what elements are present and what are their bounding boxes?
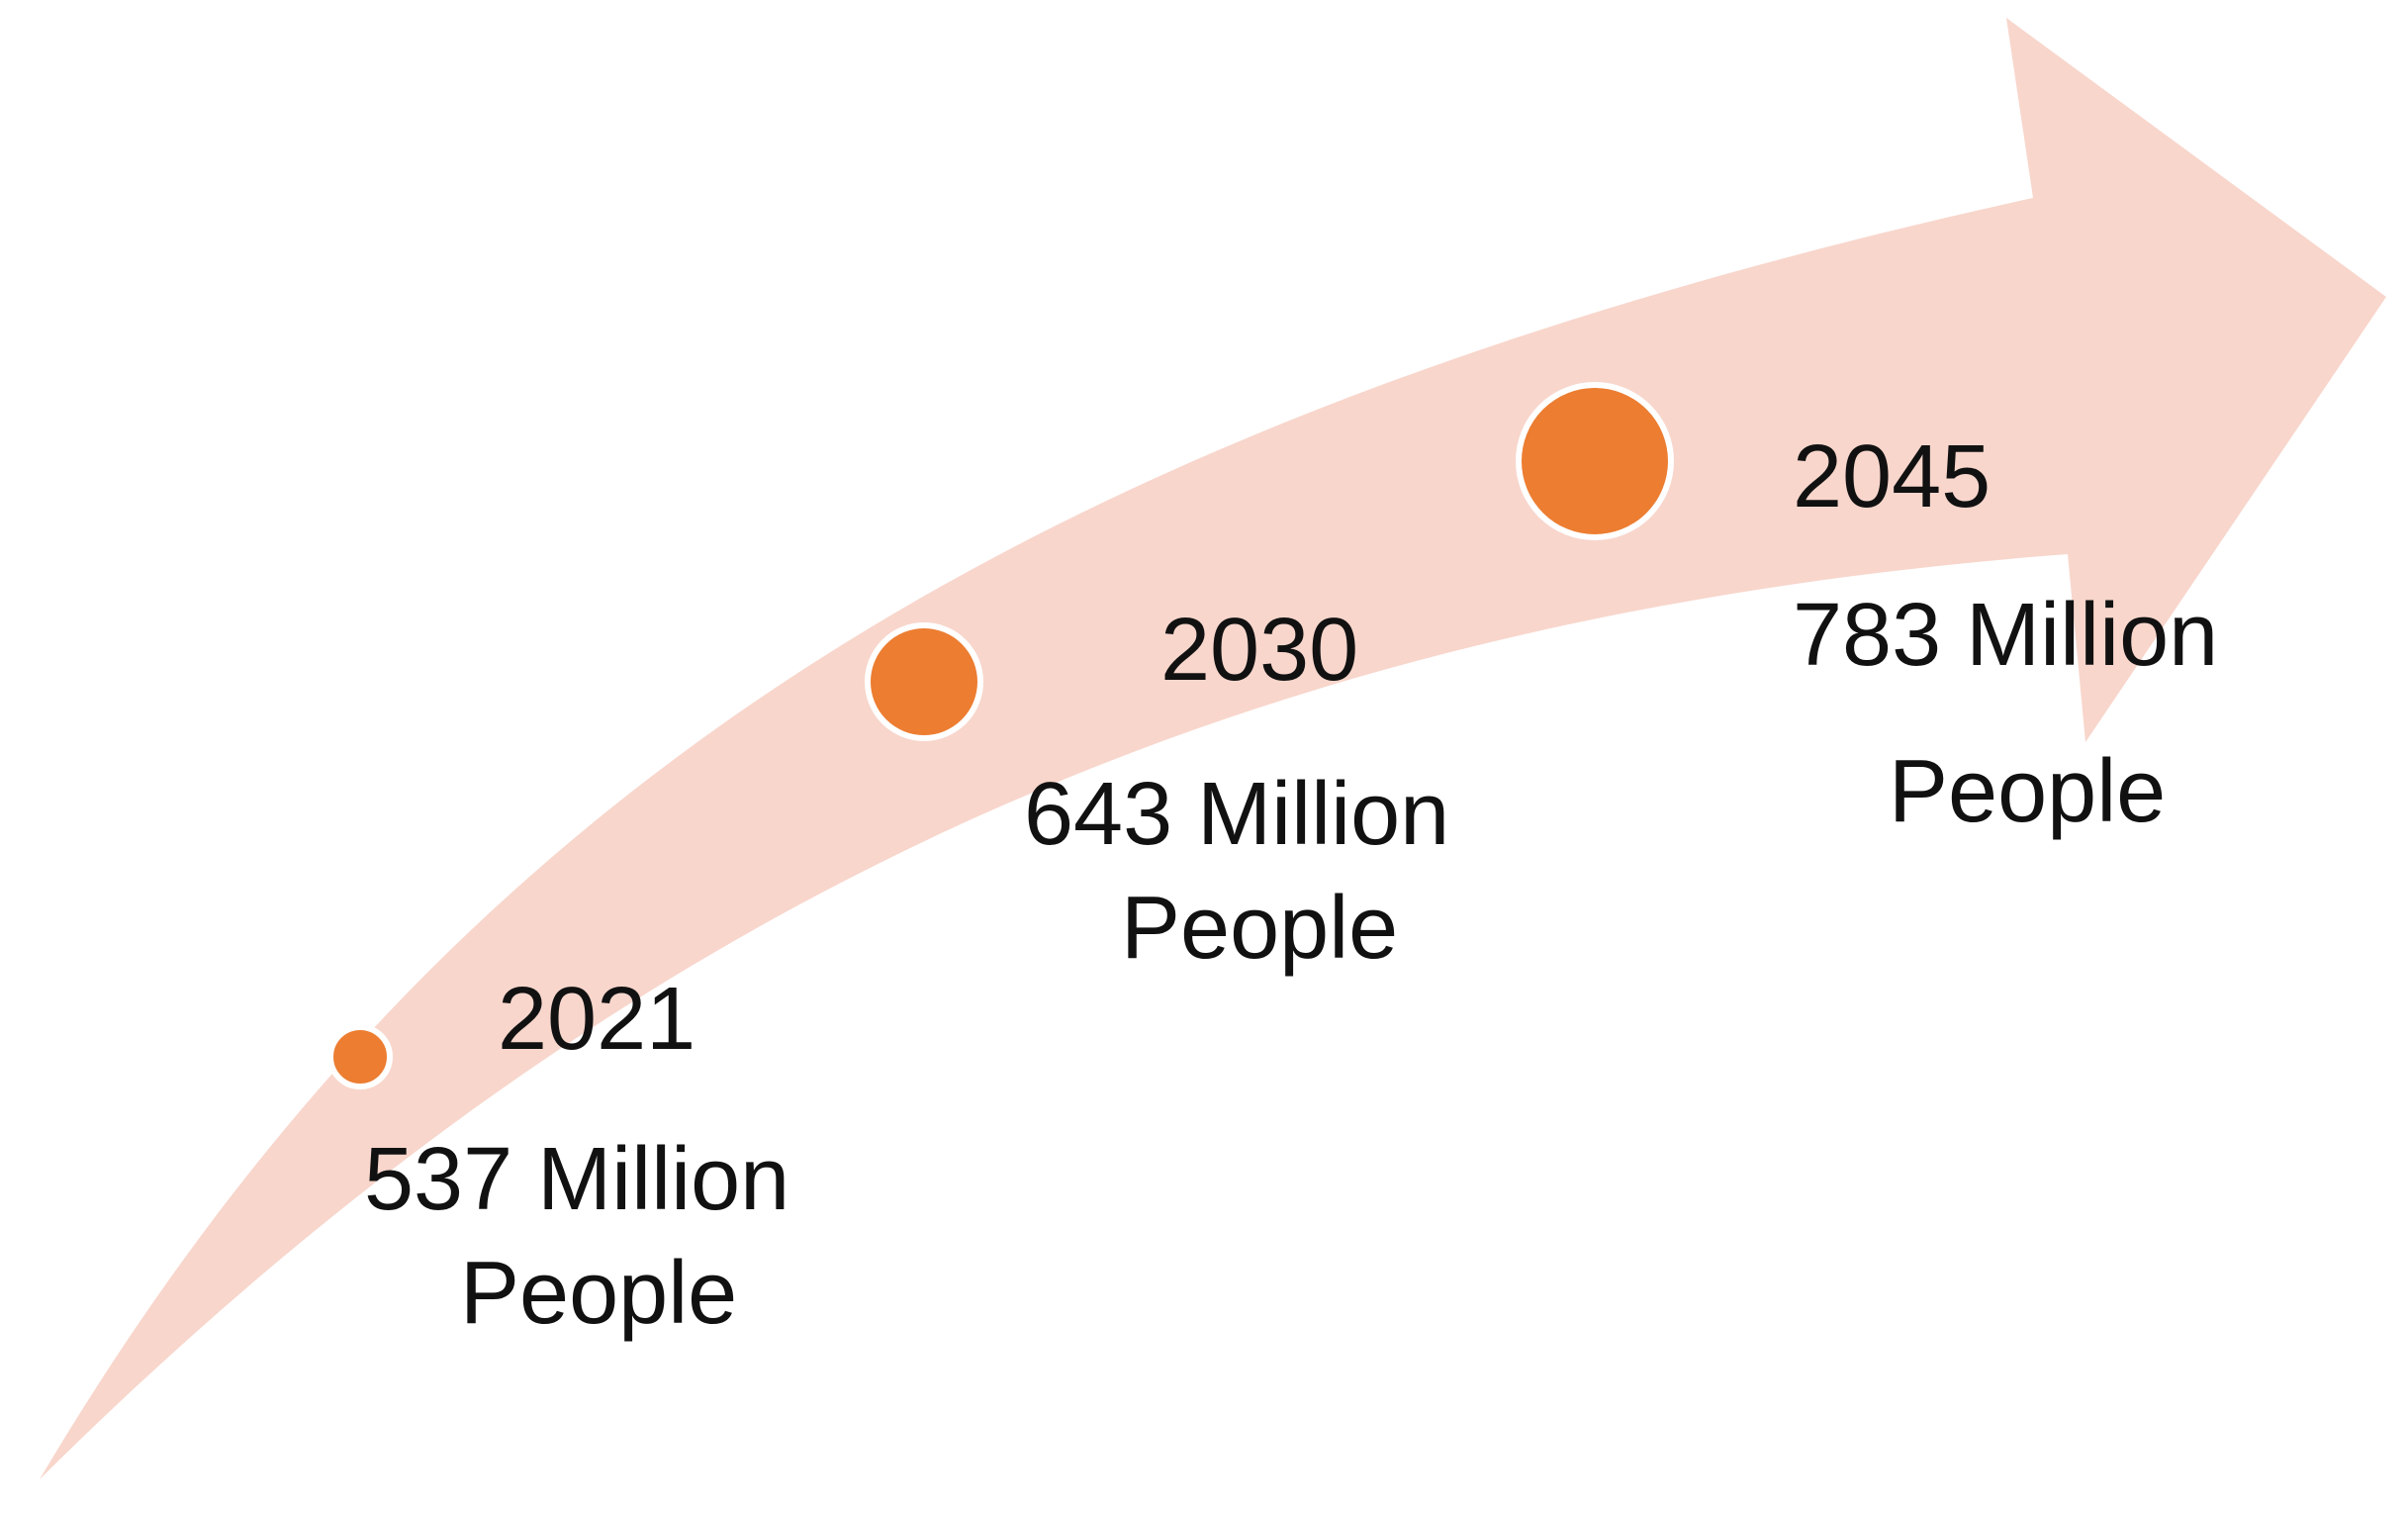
milestone-year-2045: 2045 [1793,427,1991,526]
milestone-unit-2045: People [1889,742,2167,841]
milestone-unit-2030: People [1121,879,1399,978]
milestone-dot-2021 [327,1024,393,1089]
milestone-value-2021: 537 Million [364,1130,790,1229]
curved-arrow [40,18,2386,1479]
milestone-dot-2030 [865,622,983,741]
milestone-year-2021: 2021 [498,970,696,1069]
milestone-value-2030: 643 Million [1024,765,1450,864]
milestone-unit-2021: People [460,1244,738,1343]
milestone-year-2030: 2030 [1160,601,1359,700]
milestone-dot-2045 [1516,382,1674,540]
milestone-value-2045: 783 Million [1793,586,2219,685]
